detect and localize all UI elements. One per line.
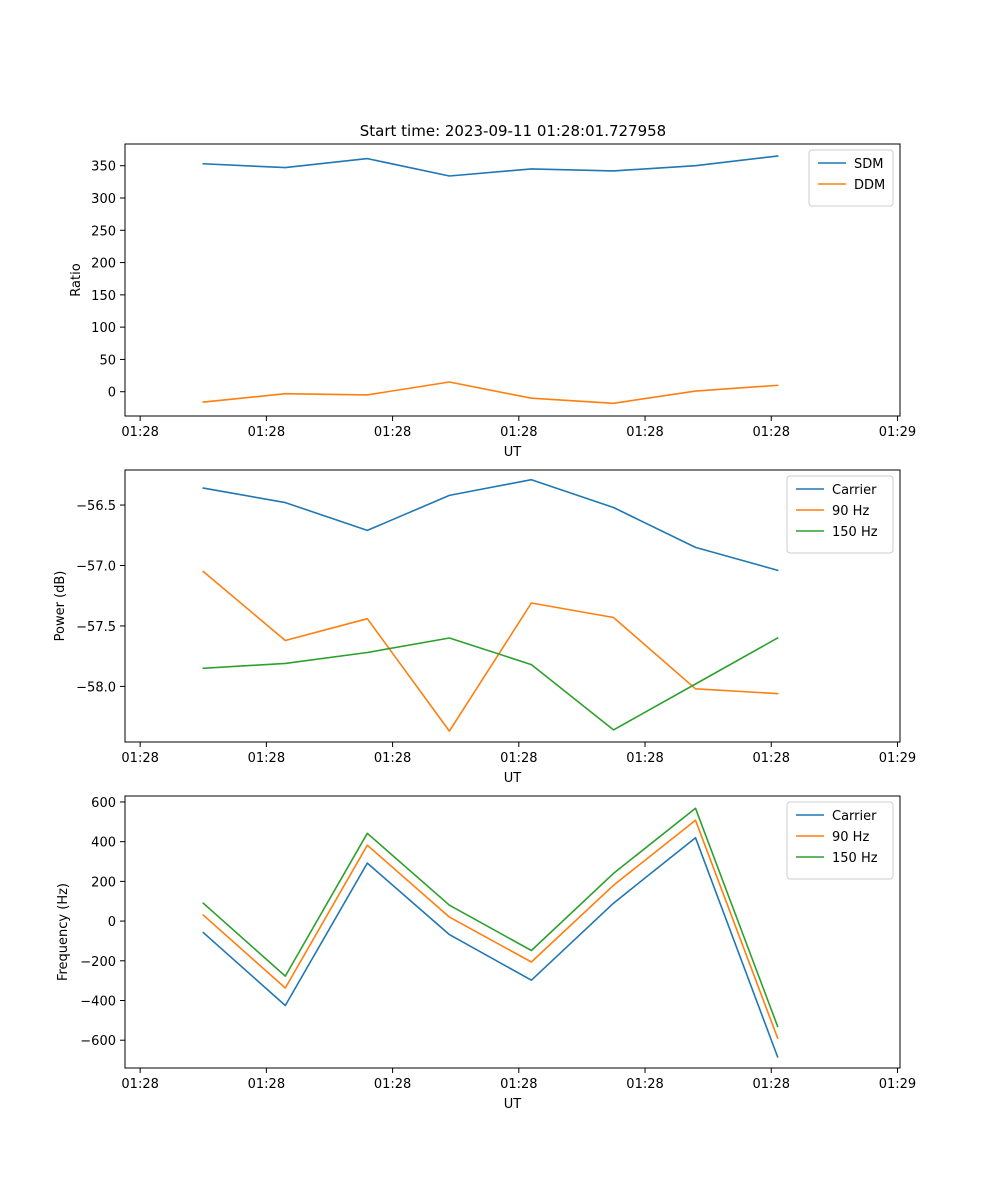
power-y-tick-label: −58.0 (76, 680, 116, 695)
power-x-tick-label: 01:29 (879, 751, 916, 766)
ratio-y-tick-label: 100 (91, 321, 116, 336)
power-legend: Carrier 90 Hz 150 Hz (787, 476, 893, 553)
ratio-y-tick-label: 0 (108, 386, 116, 401)
frequency-y-tick-label: 400 (91, 836, 116, 851)
ratio-y-tick-label: 200 (91, 257, 116, 272)
power-legend-label: 90 Hz (832, 504, 869, 519)
frequency-y-tick-label: 0 (108, 915, 116, 930)
ratio-legend-label: SDM (854, 157, 883, 172)
ratio-x-tick-label: 01:28 (121, 425, 158, 440)
ratio-x-tick-label: 01:28 (626, 425, 663, 440)
figure-title: Start time: 2023-09-11 01:28:01.727958 (360, 122, 666, 140)
power-x-tick-label: 01:28 (500, 751, 537, 766)
frequency-x-tick-label: 01:28 (374, 1077, 411, 1092)
frequency-y-tick-label: 600 (91, 796, 116, 811)
ratio-y-axis-label: Ratio (69, 263, 84, 296)
ratio-x-tick-label: 01:28 (248, 425, 285, 440)
ratio-y-tick-label: 250 (91, 224, 116, 239)
ratio-x-axis-label: UT (504, 445, 522, 460)
power-y-tick-label: −57.5 (76, 620, 116, 635)
frequency-y-tick-label: −200 (80, 955, 116, 970)
frequency-legend: Carrier 90 Hz 150 Hz (787, 802, 893, 879)
frequency-x-axis-label: UT (504, 1097, 522, 1112)
power-x-tick-label: 01:28 (753, 751, 790, 766)
power-legend-label: Carrier (832, 483, 877, 498)
frequency-x-tick-label: 01:28 (753, 1077, 790, 1092)
ratio-x-tick-label: 01:28 (500, 425, 537, 440)
ratio-x-tick-label: 01:28 (374, 425, 411, 440)
ratio-y-tick-label: 350 (91, 160, 116, 175)
ratio-y-tick-label: 50 (99, 353, 116, 368)
frequency-y-tick-label: −600 (80, 1034, 116, 1049)
power-x-tick-label: 01:28 (626, 751, 663, 766)
ratio-y-tick-label: 150 (91, 289, 116, 304)
ratio-legend-label: DDM (854, 178, 885, 193)
frequency-y-tick-label: −400 (80, 994, 116, 1009)
frequency-y-tick-label: 200 (91, 875, 116, 890)
power-x-axis-label: UT (504, 771, 522, 786)
power-y-axis-label: Power (dB) (53, 571, 68, 642)
ratio-x-tick-label: 01:29 (879, 425, 916, 440)
power-x-tick-label: 01:28 (121, 751, 158, 766)
frequency-x-tick-label: 01:29 (879, 1077, 916, 1092)
power-x-tick-label: 01:28 (374, 751, 411, 766)
frequency-x-tick-label: 01:28 (626, 1077, 663, 1092)
ratio-legend: SDM DDM (809, 150, 893, 206)
frequency-x-tick-label: 01:28 (121, 1077, 158, 1092)
frequency-legend-label: 150 Hz (832, 851, 878, 866)
ratio-y-tick-label: 300 (91, 192, 116, 207)
ratio-x-tick-label: 01:28 (753, 425, 790, 440)
frequency-y-axis-label: Frequency (Hz) (56, 883, 71, 981)
power-y-tick-label: −56.5 (76, 499, 116, 514)
frequency-x-tick-label: 01:28 (248, 1077, 285, 1092)
frequency-x-tick-label: 01:28 (500, 1077, 537, 1092)
power-y-tick-label: −57.0 (76, 560, 116, 575)
frequency-legend-label: 90 Hz (832, 830, 869, 845)
frequency-legend-label: Carrier (832, 809, 877, 824)
power-x-tick-label: 01:28 (248, 751, 285, 766)
power-legend-label: 150 Hz (832, 525, 878, 540)
